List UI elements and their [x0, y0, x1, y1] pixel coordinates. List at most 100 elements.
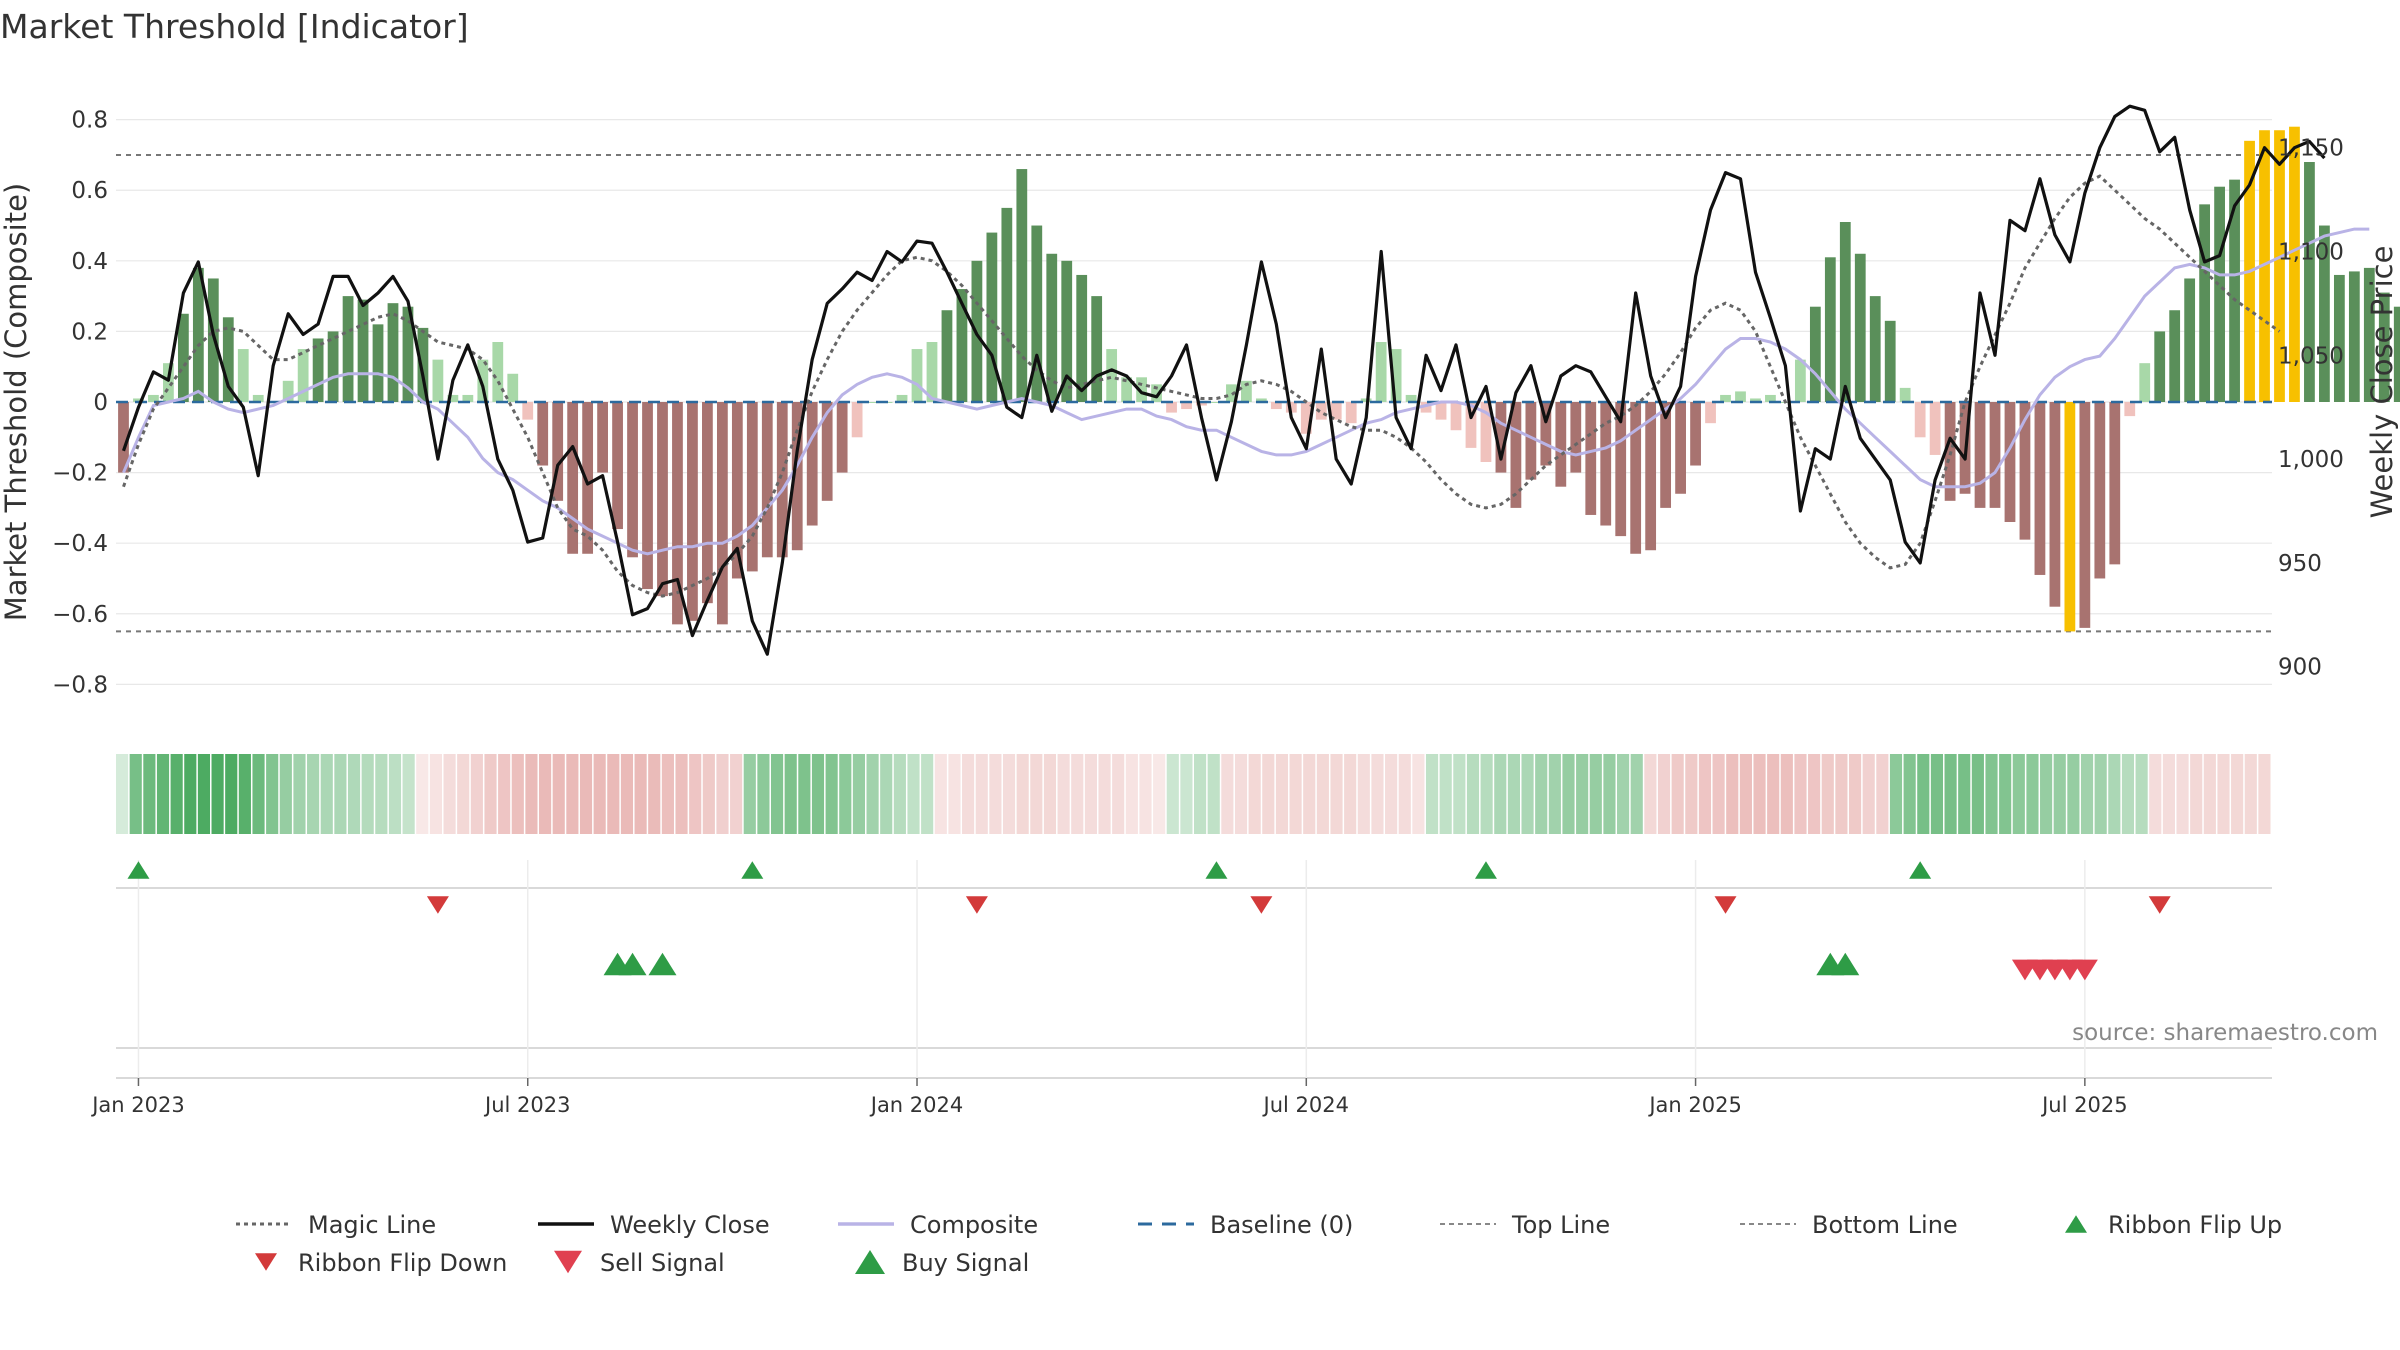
composite-bar: [297, 349, 309, 402]
ribbon-cell: [1262, 754, 1275, 834]
legend-label: Buy Signal: [902, 1249, 1029, 1277]
composite-bar: [1525, 402, 1537, 480]
legend-item-top: Top Line: [1440, 1211, 1610, 1239]
composite-bar: [642, 402, 653, 590]
ribbon-flip-down-marker: [1250, 896, 1273, 914]
ribbon-cell: [1507, 754, 1520, 834]
ribbon-cell: [1589, 754, 1602, 834]
ribbon-cell: [402, 754, 415, 834]
axes: 0.8 0.6 0.4 0.2 0 −0.2 −0.4 −0.6 −0.8 1,150 1,100 1…: [0, 108, 2399, 699]
ribbon-cell: [607, 754, 620, 834]
ribbon-cell: [511, 754, 524, 834]
ribbon-cell: [1180, 754, 1193, 834]
composite-bar: [177, 313, 189, 402]
ribbon-cell: [170, 754, 183, 834]
ribbon-cell: [593, 754, 606, 834]
ribbon-cell: [1275, 754, 1289, 834]
ribbon-cell: [429, 754, 442, 834]
ribbon-cell: [1821, 754, 1834, 834]
ribbon-cell: [648, 754, 661, 834]
ribbon-cell: [1780, 754, 1793, 834]
legend-item-magic: Magic Line: [236, 1211, 436, 1239]
composite-bar: [477, 359, 489, 402]
composite-bar: [1435, 402, 1447, 420]
composite-bar: [716, 402, 728, 625]
composite-bar: [926, 342, 938, 402]
ribbon-cell: [1248, 754, 1261, 834]
composite-bar: [941, 310, 953, 402]
ribbon-cell: [1576, 754, 1589, 834]
composite-bar: [1794, 359, 1806, 402]
composite-bar: [2393, 306, 2400, 402]
composite-bar: [2109, 402, 2121, 565]
y2-tick-label: 1,050: [2278, 343, 2344, 369]
ribbon-cell: [347, 754, 361, 834]
ribbon-cell: [2080, 754, 2094, 834]
composite-bar: [402, 306, 414, 402]
composite-bar: [2064, 402, 2076, 632]
composite-bar: [1106, 349, 1118, 402]
y2-tick-label: 1,000: [2278, 447, 2344, 473]
ribbon-cell: [1644, 754, 1657, 834]
ribbon-cell: [839, 754, 852, 834]
ribbon-cell: [2244, 754, 2257, 834]
ribbon-cell: [361, 754, 374, 834]
ribbon-cell: [962, 754, 975, 834]
composite-bar: [1899, 387, 1911, 402]
ribbon-cell: [798, 754, 811, 834]
legend-label: Ribbon Flip Up: [2108, 1211, 2282, 1239]
ribbon-cell: [470, 754, 483, 834]
ribbon-cell: [1698, 754, 1712, 834]
ribbon-cell: [2231, 754, 2244, 834]
y-tick-label: −0.4: [52, 531, 108, 557]
legend-item-buy: Buy Signal: [902, 1249, 1029, 1277]
composite-bar: [1136, 377, 1147, 402]
ribbon-cell: [1617, 754, 1630, 834]
ribbon-cell: [2162, 754, 2175, 834]
ribbon-cell: [1043, 754, 1057, 834]
ribbon-flip-up-marker: [1474, 861, 1497, 879]
y2-tick-label: 950: [2278, 551, 2322, 577]
ribbon-cell: [1234, 754, 1248, 834]
ribbon-cell: [1221, 754, 1234, 834]
ribbon-cell: [893, 754, 906, 834]
composite-bar: [836, 402, 848, 473]
composite-bar: [2019, 402, 2031, 540]
ribbon-cell: [1808, 754, 1821, 834]
ribbon-cell: [1016, 754, 1029, 834]
ribbon-cell: [1958, 754, 1971, 834]
ribbon-flip-up-marker: [1205, 861, 1228, 879]
ribbon-cell: [579, 754, 593, 834]
ribbon-cell: [770, 754, 784, 834]
composite-bar: [687, 402, 698, 621]
ribbon-cell: [825, 754, 838, 834]
composite-bar: [1031, 225, 1043, 402]
signal-markers: [116, 860, 2272, 1274]
ribbon-flip-down-marker: [1714, 896, 1737, 914]
legend-item-flip_up: Ribbon Flip Up: [2108, 1211, 2282, 1239]
composite-bar: [2049, 402, 2061, 607]
ribbon-flip-up-marker: [1909, 861, 1932, 879]
composite-bar: [1046, 253, 1058, 402]
y-tick-label: 0.6: [71, 178, 108, 204]
ribbon-cell: [2108, 754, 2121, 834]
ribbon-cell: [1139, 754, 1152, 834]
ribbon-cell: [2176, 754, 2189, 834]
legend-label: Top Line: [1511, 1211, 1610, 1239]
y2-tick-label: 1,100: [2278, 239, 2344, 265]
legend-item-bottom: Bottom Line: [1740, 1211, 1958, 1239]
ribbon-cell: [1889, 754, 1903, 834]
composite-bar: [1076, 274, 1088, 402]
ribbon-cell: [1876, 754, 1889, 834]
composite-bar: [282, 380, 294, 402]
ribbon-cell: [1371, 754, 1384, 834]
composite-bar: [731, 402, 743, 579]
composite-bars: [118, 126, 2400, 632]
composite-bar: [2229, 179, 2240, 402]
legend-swatch: [255, 1253, 277, 1271]
composite-bar: [1211, 402, 1222, 403]
composite-bar: [776, 402, 788, 558]
composite-bar: [1255, 398, 1267, 402]
composite-bar: [597, 402, 608, 473]
